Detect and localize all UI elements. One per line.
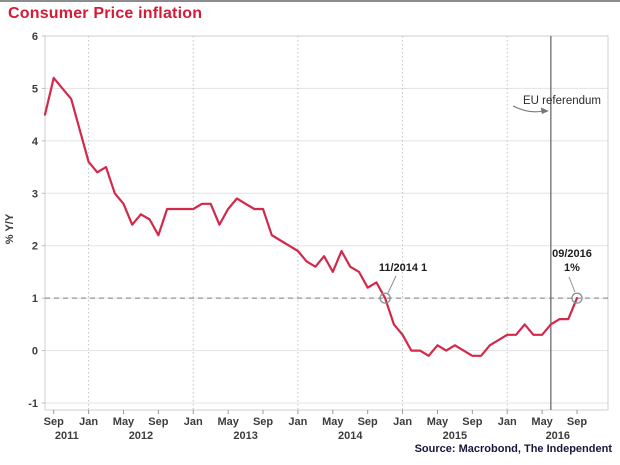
- x-year-label: 2016: [546, 430, 570, 442]
- x-tick-label: Jan: [498, 416, 517, 428]
- eu-referendum-arrowhead: [540, 107, 549, 114]
- x-year-label: 2012: [129, 430, 153, 442]
- annotation-pointer: [387, 275, 397, 294]
- cpi-series-line: [43, 76, 579, 357]
- x-tick-label: Sep: [462, 416, 482, 428]
- x-tick-label: Sep: [148, 416, 168, 428]
- x-tick-label: May: [113, 416, 135, 428]
- y-axis-title: % Y/Y: [4, 213, 16, 244]
- y-tick-label: 5: [32, 83, 38, 95]
- x-tick-label: Sep: [567, 416, 587, 428]
- x-tick-label: Sep: [44, 416, 64, 428]
- x-tick-label: May: [322, 416, 344, 428]
- x-tick-label: May: [217, 416, 239, 428]
- x-year-label: 2011: [55, 430, 79, 442]
- eu-referendum-arrow: [512, 105, 544, 113]
- annotation-circle: [379, 292, 391, 304]
- annotation-label: 11/2014 1: [379, 262, 427, 274]
- x-year-label: 2014: [338, 430, 363, 442]
- x-tick-label: Jan: [184, 416, 203, 428]
- x-tick-label: Sep: [358, 416, 378, 428]
- y-tick-label: 0: [32, 346, 38, 358]
- y-tick-label: -1: [28, 398, 38, 410]
- chart-title: Consumer Price inflation: [8, 5, 203, 22]
- y-tick-label: 2: [32, 241, 38, 253]
- y-tick-label: 1: [32, 293, 38, 305]
- x-tick-label: Sep: [253, 416, 273, 428]
- plot-border: [44, 35, 609, 411]
- annotation-pointer: [568, 276, 576, 293]
- x-tick-label: Jan: [79, 416, 98, 428]
- y-tick-label: 3: [32, 188, 38, 200]
- x-tick-label: Jan: [393, 416, 412, 428]
- top-border: [0, 0, 620, 2]
- eu-referendum-label: EU referendum: [523, 95, 601, 107]
- annotation-label: 09/2016: [552, 248, 592, 260]
- x-tick-label: May: [531, 416, 553, 428]
- x-tick-label: May: [427, 416, 449, 428]
- x-year-label: 2013: [233, 430, 257, 442]
- source-credit: Source: Macrobond, The Independent: [414, 443, 612, 455]
- annotation-circle: [571, 292, 583, 304]
- x-year-label: 2015: [443, 430, 467, 442]
- y-tick-label: 6: [32, 31, 38, 43]
- annotation-label: 1%: [564, 262, 580, 274]
- y-tick-label: 4: [32, 136, 39, 148]
- x-tick-label: Jan: [288, 416, 307, 428]
